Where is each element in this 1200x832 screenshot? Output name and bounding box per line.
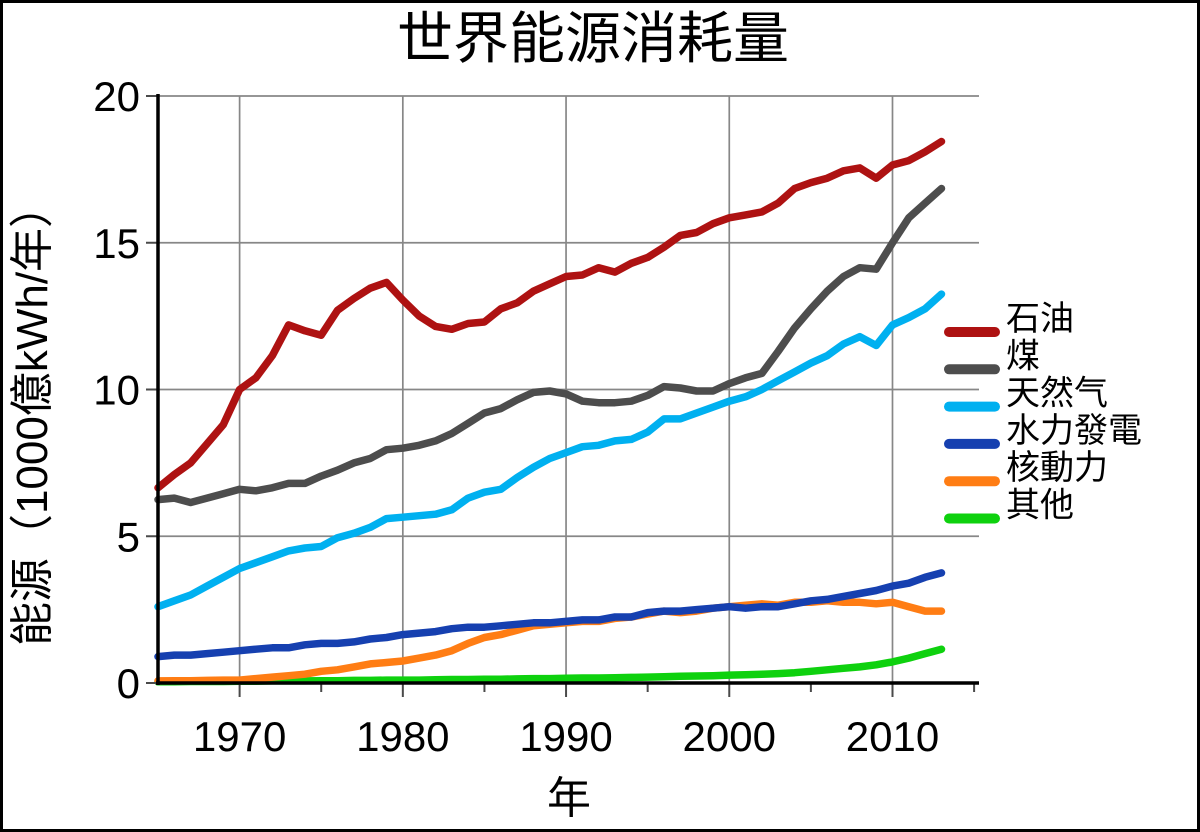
x-tick-label: 2000 (683, 713, 776, 760)
y-tick-label: 15 (93, 220, 140, 267)
energy-consumption-chart: 0 5 10 15 20 1970 1980 1990 2000 2010 世界能源消耗量 年 能… (8, 7, 1142, 823)
series-line-coal (154, 184, 946, 507)
legend-label-other: 其他 (1006, 487, 1074, 525)
x-tick-label: 1990 (519, 713, 612, 760)
x-tick-label: 2010 (846, 713, 939, 760)
legend-label-nuclear: 核動力 (1006, 449, 1108, 487)
series-line-natural-gas (154, 290, 946, 611)
tick-labels: 0 5 10 15 20 1970 1980 1990 2000 2010 (93, 73, 939, 760)
series-line-hydro (154, 569, 946, 661)
x-axis-label: 年 (547, 774, 591, 823)
axes (146, 94, 979, 697)
y-tick-label: 10 (93, 367, 140, 414)
y-tick-label: 0 (117, 660, 140, 707)
x-tick-label: 1980 (356, 713, 449, 760)
y-tick-label: 20 (93, 73, 140, 120)
x-tick-label: 1970 (193, 713, 286, 760)
series-lines (154, 137, 946, 686)
series-line-oil (154, 137, 946, 492)
series-line-other (154, 645, 946, 686)
chart-title: 世界能源消耗量 (397, 7, 789, 70)
legend-label-oil: 石油 (1006, 300, 1074, 338)
legend-label-hydro: 水力發電 (1006, 412, 1142, 450)
y-tick-label: 5 (117, 513, 140, 560)
y-axis-label: 能源（1000億kWh/年） (8, 184, 57, 646)
legend-label-coal: 煤 (1006, 337, 1040, 375)
legend-label-natural-gas: 天然气 (1006, 375, 1108, 413)
